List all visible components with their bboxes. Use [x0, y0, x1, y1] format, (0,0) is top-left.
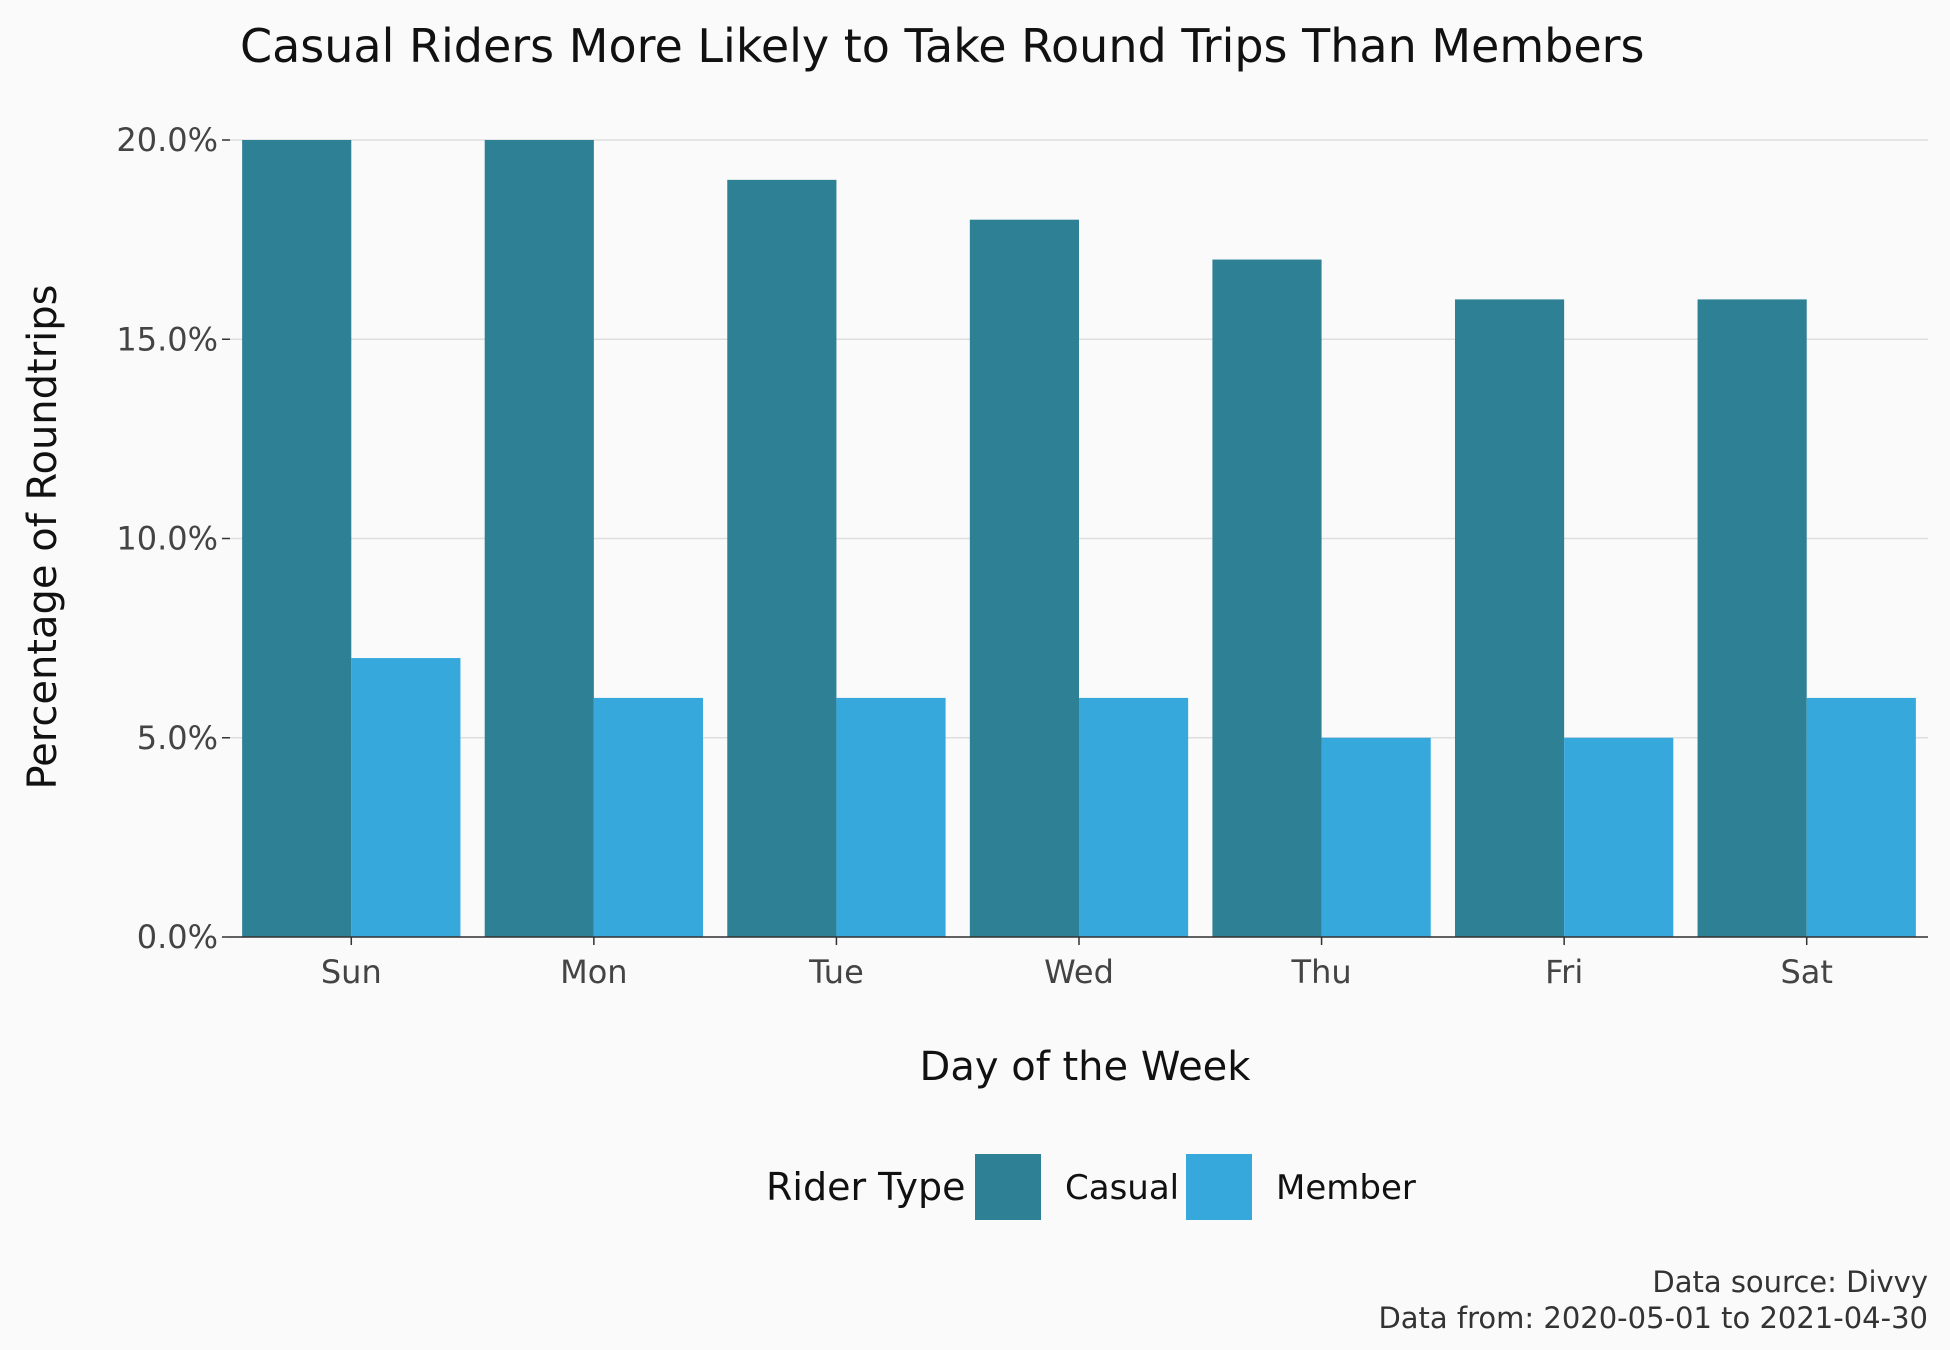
x-axis-title: Day of the Week — [920, 1044, 1252, 1090]
bar-member-fri — [1564, 737, 1674, 937]
legend-label-casual: Casual — [1065, 1168, 1179, 1208]
bar-member-thu — [1321, 737, 1431, 937]
bar-casual-tue — [727, 179, 837, 938]
legend-swatch-casual — [975, 1154, 1041, 1220]
x-tick-label: Thu — [1291, 953, 1352, 991]
x-tick-label: Sat — [1780, 953, 1832, 991]
legend: Rider Type Casual Member — [766, 1154, 1416, 1220]
bar-member-sat — [1806, 697, 1916, 937]
y-axis: 0.0% 5.0% 10.0% 15.0% 20.0% — [116, 121, 230, 956]
y-tick-label: 15.0% — [116, 320, 218, 358]
bar-casual-fri — [1454, 299, 1565, 937]
legend-swatch-member — [1186, 1154, 1252, 1220]
bar-casual-thu — [1212, 259, 1322, 937]
bar-member-mon — [593, 697, 704, 937]
bar-casual-sun — [242, 140, 352, 937]
x-tick-label: Fri — [1545, 953, 1583, 991]
x-tick-label: Sun — [321, 953, 382, 991]
bar-member-sun — [351, 658, 461, 937]
chart-title: Casual Riders More Likely to Take Round … — [240, 19, 1645, 73]
y-tick-label: 20.0% — [116, 121, 218, 159]
x-tick-label: Tue — [808, 953, 864, 991]
caption: Data source: Divvy Data from: 2020-05-01… — [1378, 1265, 1928, 1335]
x-axis: Sun Mon Tue Wed Thu Fri Sat — [230, 936, 1928, 991]
caption-source: Data source: Divvy — [1652, 1265, 1928, 1299]
caption-date-range: Data from: 2020-05-01 to 2021-04-30 — [1378, 1301, 1928, 1335]
bar-member-tue — [836, 697, 946, 937]
bar-member-wed — [1079, 697, 1189, 937]
bar-casual-wed — [969, 219, 1079, 937]
legend-title: Rider Type — [766, 1165, 965, 1209]
bar-casual-mon — [484, 140, 594, 937]
x-tick-label: Mon — [560, 953, 627, 991]
bars — [242, 140, 1916, 938]
x-tick-label: Wed — [1044, 953, 1114, 991]
y-tick-label: 0.0% — [137, 918, 218, 956]
legend-label-member: Member — [1276, 1168, 1416, 1208]
y-tick-label: 10.0% — [116, 520, 218, 558]
y-tick-label: 5.0% — [137, 719, 218, 757]
bar-casual-sat — [1697, 299, 1807, 937]
y-axis-title: Percentage of Roundtrips — [20, 284, 66, 789]
